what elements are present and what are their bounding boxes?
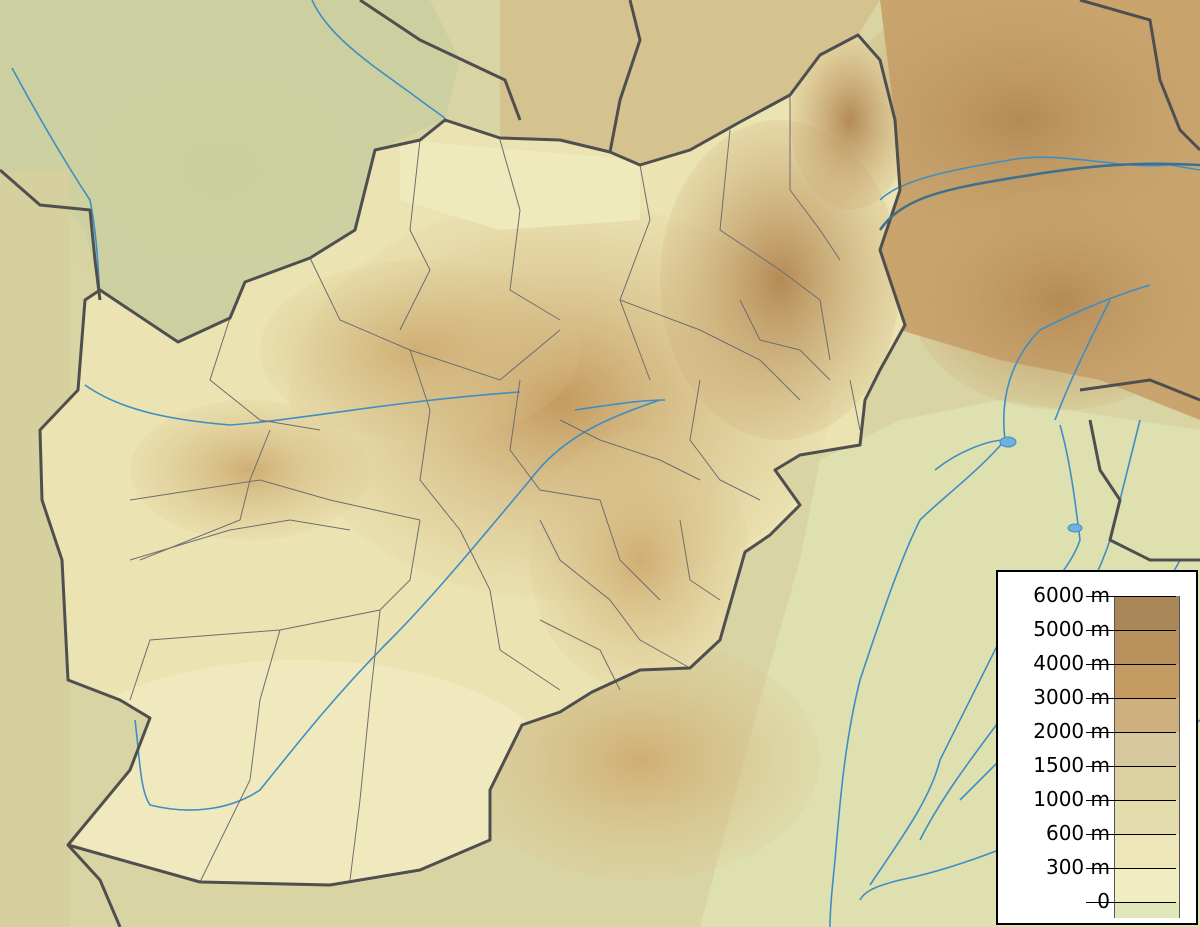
legend-label: 5000 m [1033,617,1110,641]
legend-swatch [1114,800,1180,834]
legend-swatch [1114,698,1180,732]
legend-label: 4000 m [1033,651,1110,675]
uzbek-tajik-border [608,0,642,153]
tajik-china-border [1079,0,1200,152]
legend-tick [1086,698,1176,699]
amu-darya-river [311,0,447,123]
legend-label: 1500 m [1033,753,1110,777]
legend-swatch [1114,902,1180,918]
af-wakhan-high [790,35,905,210]
hindukush-high [910,190,1200,410]
legend-swatch [1114,868,1180,902]
legend-tick [1086,596,1176,597]
province-borders [129,95,861,883]
tarbela-lake [999,436,1017,448]
legend-label: 300 m [1045,855,1110,879]
legend-tick [1086,834,1176,835]
legend-swatch [1114,834,1180,868]
legend-label: 3000 m [1033,685,1110,709]
afghanistan-border [38,33,907,887]
legend-label: 0 [1097,889,1110,913]
legend-swatch [1114,664,1180,698]
lowland-shade [20,30,420,310]
legend-tick [1086,800,1176,801]
legend-tick [1086,732,1176,733]
pak-india-border [1079,378,1200,562]
legend-tick [1086,664,1176,665]
legend-tick [1086,868,1176,869]
mangla-lake [1067,523,1083,533]
swat-river [1054,299,1111,421]
kabul-river [574,399,666,411]
hari-river [84,384,521,426]
legend-swatch [1114,766,1180,800]
helmand-river [134,399,661,811]
af-north-plain [400,140,640,230]
legend-label: 600 m [1045,821,1110,845]
elevation-legend: 6000 m 5000 m 4000 m 3000 m 2000 m 1500 m 1000… [996,570,1198,925]
turkmen-iran-border [0,168,102,301]
tajik-hills [500,0,880,165]
iran-pak-border [66,843,122,927]
legend-label: 1000 m [1033,787,1110,811]
legend-swatch [1114,630,1180,664]
af-west-hills [130,400,370,540]
legend-tick [1086,902,1176,903]
af-hazarajat [260,260,580,440]
murghab-river [11,67,101,301]
af-southeast-high [530,430,750,690]
legend-tick [1086,630,1176,631]
legend-label: 2000 m [1033,719,1110,743]
af-south-desert [40,660,560,885]
tajik-river-border [878,162,1200,231]
turkmen-uzbek-border [359,0,522,121]
pamir-high [830,0,1200,250]
legend-swatch [1114,596,1180,630]
legend-label: 6000 m [1033,583,1110,607]
legend-tick [1086,766,1176,767]
indus-river [829,284,1151,927]
legend-swatch [1114,732,1180,766]
